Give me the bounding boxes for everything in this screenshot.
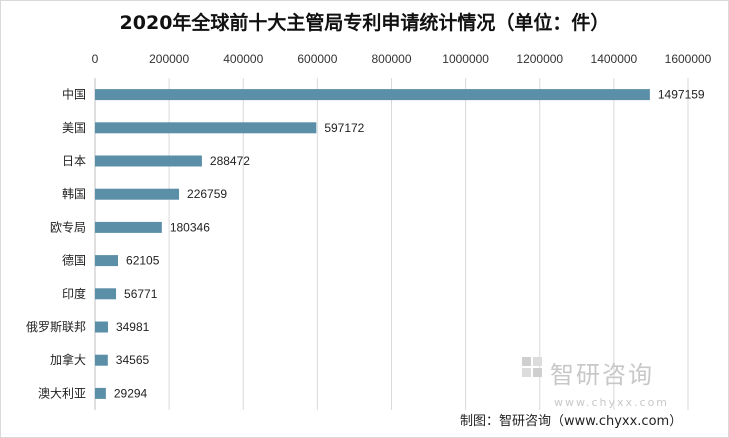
x-tick-label: 600000 (297, 52, 337, 66)
data-label: 180346 (170, 220, 210, 234)
bar (95, 354, 108, 366)
category-label: 俄罗斯联邦 (26, 320, 86, 334)
watermark-url: www.chyxx.com (554, 395, 670, 409)
category-label: 德国 (62, 253, 86, 268)
bar (95, 122, 317, 134)
bar (95, 221, 162, 233)
bar (95, 89, 650, 101)
bar (95, 321, 108, 333)
bar (95, 387, 106, 399)
category-label: 欧专局 (50, 219, 86, 234)
data-label: 62105 (126, 254, 160, 268)
data-label: 56771 (124, 287, 158, 301)
watermark: 智研咨询 www.chyxx.com (520, 355, 669, 410)
data-label: 1497159 (658, 88, 705, 102)
bar (95, 188, 180, 200)
source-note: 制图：智研咨询（www.chyxx.com） (460, 414, 683, 429)
chyxx-logo-icon (520, 357, 544, 391)
x-tick-label: 1200000 (516, 52, 563, 66)
x-tick-label: 400000 (223, 52, 263, 66)
x-tick-label: 0 (92, 52, 99, 66)
bar (95, 255, 119, 267)
chart-title: 2020年全球前十大主管局专利申请统计情况（单位：件） (119, 12, 610, 34)
x-tick-label: 1400000 (591, 52, 638, 66)
category-label: 韩国 (62, 186, 86, 201)
category-label: 日本 (62, 154, 86, 168)
bar (95, 155, 202, 167)
data-label: 29294 (114, 386, 148, 400)
data-label: 597172 (324, 121, 364, 135)
category-label: 澳大利亚 (38, 386, 86, 400)
bar (95, 288, 117, 300)
x-tick-label: 200000 (149, 52, 189, 66)
category-label: 中国 (62, 87, 86, 102)
category-label: 加拿大 (50, 352, 86, 367)
x-tick-label: 1000000 (442, 52, 489, 66)
watermark-name: 智研咨询 (550, 361, 654, 389)
data-label: 34565 (116, 353, 150, 367)
category-label: 美国 (62, 121, 86, 135)
data-label: 288472 (210, 154, 250, 168)
x-tick-label: 1600000 (665, 52, 712, 66)
data-label: 34981 (116, 320, 150, 334)
data-label: 226759 (187, 187, 227, 201)
x-tick-label: 800000 (371, 52, 411, 66)
category-label: 印度 (62, 286, 86, 301)
